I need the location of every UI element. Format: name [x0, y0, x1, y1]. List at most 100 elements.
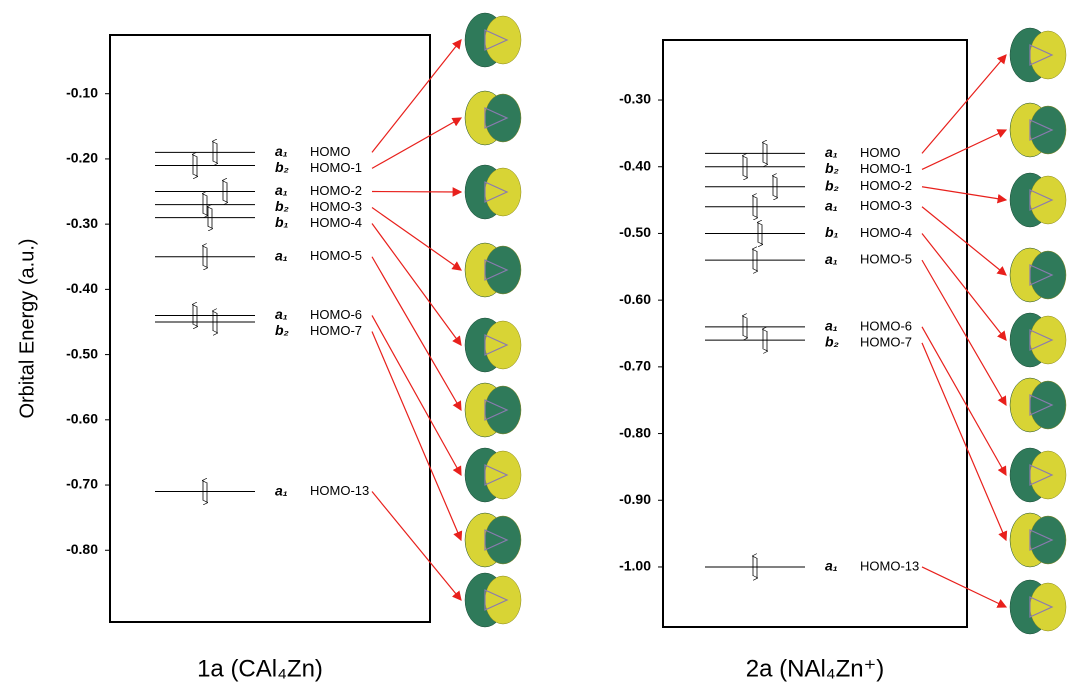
panel-title: 2a (NAl₄Zn⁺)	[746, 655, 885, 682]
y-tick-label: -0.50	[619, 224, 651, 240]
orbital-image	[1010, 448, 1066, 502]
pointer-arrow	[372, 315, 461, 475]
pointer-arrow	[922, 343, 1006, 540]
symmetry-label: b₁	[275, 214, 289, 230]
pointer-arrow	[922, 55, 1006, 153]
y-tick-label: -0.40	[66, 280, 98, 296]
symmetry-label: b₂	[825, 160, 839, 176]
orbital-lobe	[485, 321, 521, 369]
pointer-arrow	[372, 208, 461, 270]
orbital-image	[1010, 313, 1066, 367]
pointer-arrow	[922, 260, 1006, 405]
y-tick-label: -0.20	[66, 150, 98, 166]
pointer-arrow	[372, 118, 461, 168]
symmetry-label: a₁	[275, 482, 288, 498]
symmetry-label: a₁	[275, 143, 288, 159]
orbital-lobe	[1030, 516, 1066, 564]
y-tick-label: -0.30	[66, 215, 98, 231]
orbital-lobe	[1030, 31, 1066, 79]
y-tick-label: -0.40	[619, 157, 651, 173]
y-tick-label: -1.00	[619, 558, 651, 574]
orbital-image	[465, 91, 521, 145]
symmetry-label: b₁	[825, 224, 839, 240]
orbital-image	[1010, 580, 1066, 634]
pointer-arrow	[922, 130, 1006, 169]
symmetry-label: a₁	[275, 247, 288, 263]
orbital-lobe	[1030, 381, 1066, 429]
pointer-arrow	[922, 187, 1006, 200]
orbital-label: HOMO-4	[860, 225, 912, 240]
y-tick-label: -0.70	[619, 358, 651, 374]
pointer-arrow	[922, 567, 1006, 607]
orbital-label: HOMO-3	[310, 199, 362, 214]
orbital-label: HOMO-5	[860, 252, 912, 267]
plot-frame	[663, 40, 967, 627]
pointer-arrow	[922, 233, 1006, 340]
orbital-image	[1010, 513, 1066, 567]
orbital-image	[1010, 28, 1066, 82]
orbital-label: HOMO-6	[860, 318, 912, 333]
symmetry-label: a₁	[825, 251, 838, 267]
symmetry-label: b₂	[825, 177, 839, 193]
y-tick-label: -0.60	[619, 291, 651, 307]
pointer-arrow	[372, 257, 461, 410]
orbital-image	[465, 513, 521, 567]
y-tick-label: -0.70	[66, 476, 98, 492]
pointer-arrow	[372, 40, 461, 152]
symmetry-label: a₁	[825, 318, 838, 334]
y-axis-label: Orbital Energy (a.u.)	[16, 238, 38, 418]
y-tick-label: -0.50	[66, 345, 98, 361]
orbital-image	[465, 448, 521, 502]
symmetry-label: b₂	[825, 334, 839, 350]
orbital-label: HOMO	[860, 145, 900, 160]
orbital-label: HOMO	[310, 144, 350, 159]
orbital-label: HOMO-1	[310, 160, 362, 175]
orbital-image	[1010, 378, 1066, 432]
orbital-lobe	[1030, 451, 1066, 499]
symmetry-label: b₂	[275, 322, 289, 338]
orbital-lobe	[485, 516, 521, 564]
y-tick-label: -0.80	[66, 541, 98, 557]
symmetry-label: b₂	[275, 198, 289, 214]
pointer-arrow	[372, 224, 461, 345]
symmetry-label: a₁	[275, 182, 288, 198]
orbital-image	[465, 13, 521, 67]
panel-title: 1a (CAl₄Zn)	[197, 655, 323, 682]
orbital-label: HOMO-5	[310, 248, 362, 263]
orbital-lobe	[1030, 583, 1066, 631]
orbital-image	[1010, 248, 1066, 302]
symmetry-label: a₁	[825, 144, 838, 160]
orbital-lobe	[1030, 251, 1066, 299]
symmetry-label: b₂	[275, 159, 289, 175]
orbital-image	[465, 383, 521, 437]
orbital-label: HOMO-7	[310, 323, 362, 338]
orbital-label: HOMO-2	[860, 178, 912, 193]
orbital-image	[465, 243, 521, 297]
y-tick-label: -0.30	[619, 91, 651, 107]
orbital-lobe	[485, 576, 521, 624]
orbital-lobe	[1030, 176, 1066, 224]
orbital-label: HOMO-13	[310, 483, 369, 498]
orbital-lobe	[1030, 316, 1066, 364]
orbital-lobe	[485, 246, 521, 294]
orbital-label: HOMO-1	[860, 161, 912, 176]
orbital-label: HOMO-6	[310, 307, 362, 322]
orbital-label: HOMO-3	[860, 198, 912, 213]
orbital-image	[1010, 173, 1066, 227]
y-tick-label: -0.60	[66, 411, 98, 427]
orbital-label: HOMO-2	[310, 183, 362, 198]
y-tick-label: -0.80	[619, 424, 651, 440]
orbital-image	[465, 318, 521, 372]
orbital-lobe	[485, 94, 521, 142]
orbital-image	[465, 165, 521, 219]
orbital-image	[465, 573, 521, 627]
plot-frame	[110, 35, 430, 622]
orbital-label: HOMO-13	[860, 558, 919, 573]
pointer-arrow	[922, 327, 1006, 475]
symmetry-label: a₁	[825, 197, 838, 213]
pointer-arrow	[922, 207, 1006, 275]
orbital-lobe	[485, 386, 521, 434]
orbital-image	[1010, 103, 1066, 157]
orbital-label: HOMO-4	[310, 215, 362, 230]
orbital-lobe	[485, 16, 521, 64]
